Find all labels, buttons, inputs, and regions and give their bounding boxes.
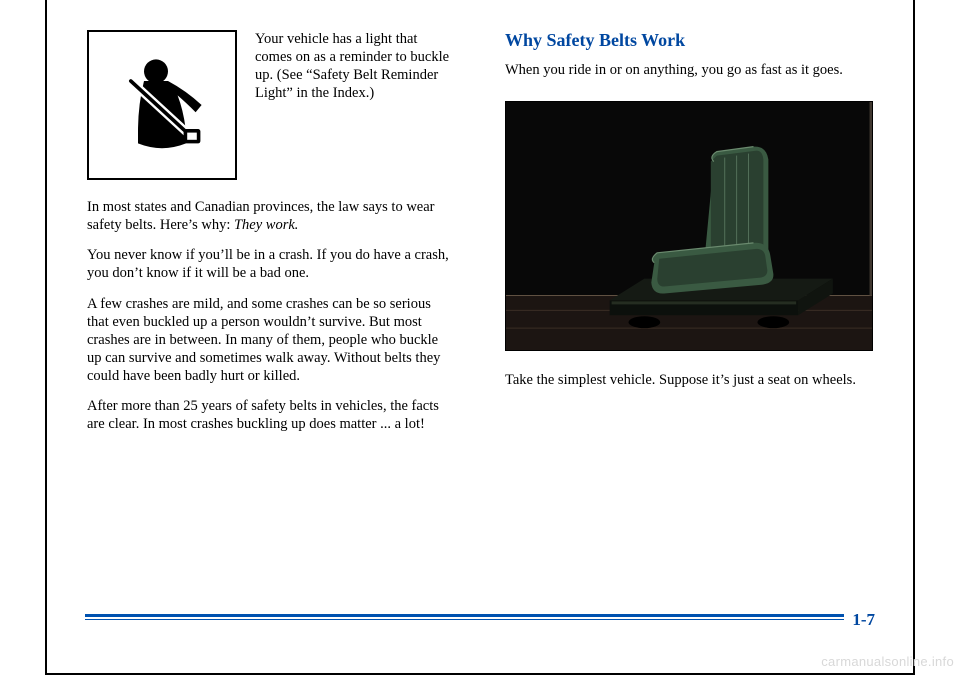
right-para-1: When you ride in or on anything, you go … xyxy=(505,61,873,79)
left-para-4: After more than 25 years of safety belts… xyxy=(87,397,455,433)
manual-page: Your vehicle has a light that comes on a… xyxy=(45,0,915,675)
seat-on-wheels-illustration xyxy=(505,101,873,351)
footer-rule xyxy=(85,614,875,620)
section-heading: Why Safety Belts Work xyxy=(505,30,873,51)
watermark: carmanualsonline.info xyxy=(821,654,954,669)
icon-caption: Your vehicle has a light that comes on a… xyxy=(255,30,455,103)
page-number: 1-7 xyxy=(844,610,875,630)
left-para-3: A few crashes are mild, and some crashes… xyxy=(87,295,455,386)
seatbelt-icon-box xyxy=(87,30,237,180)
seatbelt-icon xyxy=(102,45,222,165)
left-para-1: In most states and Canadian provinces, t… xyxy=(87,198,455,234)
right-column: Why Safety Belts Work When you ride in o… xyxy=(505,30,873,673)
left-para-1b: They work. xyxy=(234,217,298,233)
right-para-2: Take the simplest vehicle. Suppose it’s … xyxy=(505,371,873,389)
icon-row: Your vehicle has a light that comes on a… xyxy=(87,30,455,180)
left-para-2: You never know if you’ll be in a crash. … xyxy=(87,246,455,282)
left-column: Your vehicle has a light that comes on a… xyxy=(87,30,455,673)
